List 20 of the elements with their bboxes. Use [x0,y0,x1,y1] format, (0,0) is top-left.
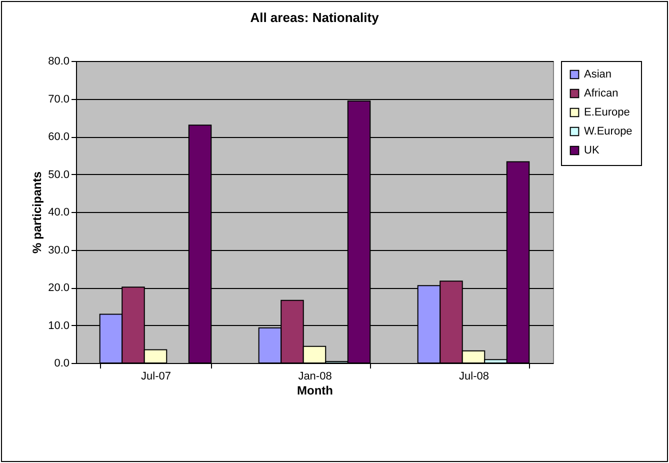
y-tick-label: 10.0 [48,320,70,332]
y-tick-label: 0.0 [54,358,70,370]
y-tick-label: 40.0 [48,206,70,218]
legend-label: W.Europe [584,126,632,138]
x-tick-label: Jul-08 [459,370,489,382]
x-axis-title: Month [297,384,333,398]
y-axis-title: % participants [30,171,44,254]
legend-label: UK [584,144,600,156]
x-tick-label: Jan-08 [298,370,332,382]
chart-title: All areas: Nationality [250,10,380,25]
y-tick-label: 80.0 [48,56,70,68]
y-tick-label: 70.0 [48,93,70,106]
legend-label: E.Europe [584,106,630,118]
y-tick-label: 20.0 [48,282,70,294]
legend-label: African [584,88,618,100]
y-tick-label: 30.0 [48,244,70,256]
legend-label: Asian [584,68,612,80]
y-tick-label: 60.0 [48,131,70,143]
x-tick-label: Jul-07 [141,370,171,382]
y-tick-label: 50.0 [48,168,70,181]
